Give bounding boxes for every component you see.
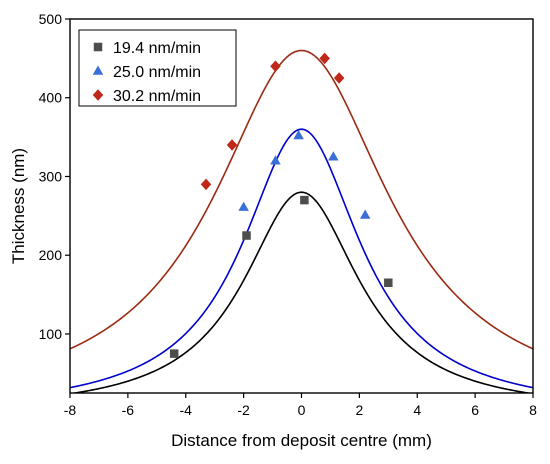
legend-label: 19.4 nm/min <box>113 40 201 57</box>
data-point-diamond <box>333 72 345 84</box>
x-tick-label: 4 <box>413 402 421 418</box>
data-point-square <box>300 195 309 205</box>
x-tick-label: 2 <box>355 402 363 418</box>
data-point-triangle <box>293 130 304 140</box>
y-axis-title: Thickness (nm) <box>9 148 28 264</box>
data-point-triangle <box>238 201 249 211</box>
y-tick-label: 400 <box>39 90 63 106</box>
y-tick-label: 300 <box>39 168 63 184</box>
fit-curve-triangle <box>70 128 533 389</box>
x-tick-label: -4 <box>180 402 193 418</box>
legend-box <box>78 29 237 107</box>
data-point-square <box>169 349 179 358</box>
fit-curve-square <box>70 191 533 393</box>
legend-marker-square <box>93 42 103 52</box>
data-point-diamond <box>226 139 238 151</box>
legend-marker-triangle <box>92 65 104 75</box>
x-tick-label: -6 <box>122 402 135 418</box>
x-axis-ticks: -8 -6 -4 -2 0 2 4 6 8 <box>64 393 537 418</box>
legend-marker-diamond <box>92 89 104 101</box>
legend: 19.4 nm/min 25.0 nm/min 30.2 nm/min <box>92 40 201 105</box>
data-point-triangle <box>270 155 281 165</box>
x-tick-label: 8 <box>529 402 537 418</box>
data-point-square <box>242 231 251 240</box>
x-tick-label: 0 <box>298 402 306 418</box>
data-point-triangle <box>359 209 371 219</box>
data-point-diamond <box>200 178 212 191</box>
data-points <box>169 52 393 358</box>
data-point-diamond <box>270 60 281 72</box>
legend-label: 25.0 nm/min <box>113 64 201 81</box>
y-tick-label: 200 <box>39 247 63 263</box>
legend-label: 30.2 nm/min <box>113 88 201 105</box>
data-point-triangle <box>328 151 339 161</box>
x-tick-label: 6 <box>471 402 479 418</box>
x-tick-label: -2 <box>237 402 250 418</box>
fit-curve-diamond <box>70 49 533 350</box>
x-axis-title: Distance from deposit centre (mm) <box>171 431 432 450</box>
data-point-square <box>384 278 393 288</box>
data-point-diamond <box>319 52 330 65</box>
x-tick-label: -8 <box>64 402 77 418</box>
y-tick-label: 100 <box>39 326 63 342</box>
y-axis-ticks: 100 200 300 400 500 <box>39 11 70 342</box>
y-tick-label: 500 <box>39 11 63 27</box>
fit-curves <box>70 49 533 393</box>
